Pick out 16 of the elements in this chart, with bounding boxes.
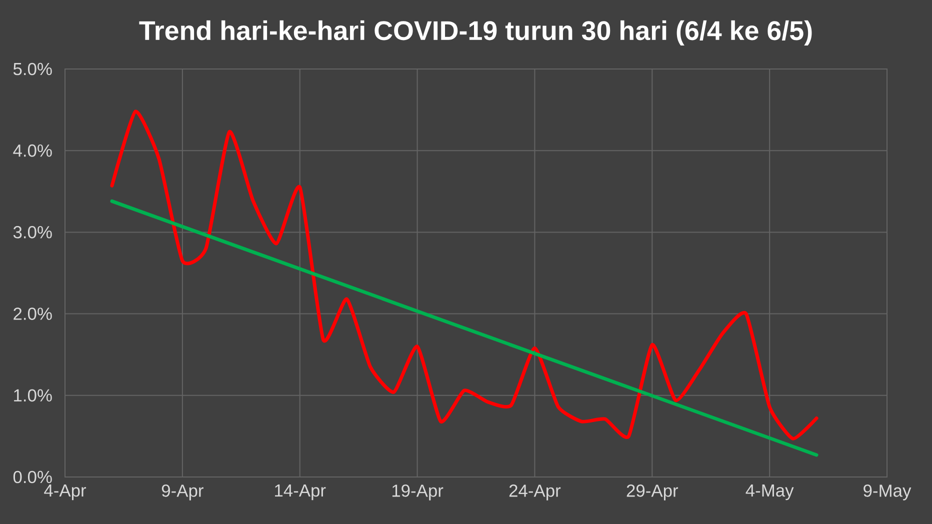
- y-tick-label: 1.0%: [14, 389, 52, 402]
- x-tick-label: 4-May: [746, 484, 794, 500]
- y-tick-label: 5.0%: [13, 62, 52, 76]
- x-tick-label: 29-Apr: [626, 484, 678, 500]
- chart-title: Trend hari-ke-hari COVID-19 turun 30 hari (6/4 ke 6/5): [139, 20, 812, 46]
- y-tick-label: 2.0%: [14, 308, 52, 320]
- x-tick-label: 14-Apr: [275, 484, 326, 500]
- x-tick-label: 24-Apr: [509, 484, 561, 500]
- x-tick-label: 19-Apr: [392, 484, 444, 500]
- x-tick-label: 4-Apr: [44, 484, 86, 500]
- line-series: [110, 110, 818, 440]
- x-tick-label: 9-Apr: [162, 484, 204, 500]
- y-tick-label: 4.0%: [13, 144, 52, 157]
- y-tick-label: 0.0%: [13, 470, 52, 484]
- y-tick-label: 3.0%: [13, 226, 52, 238]
- x-tick-label: 9-May: [864, 484, 912, 500]
